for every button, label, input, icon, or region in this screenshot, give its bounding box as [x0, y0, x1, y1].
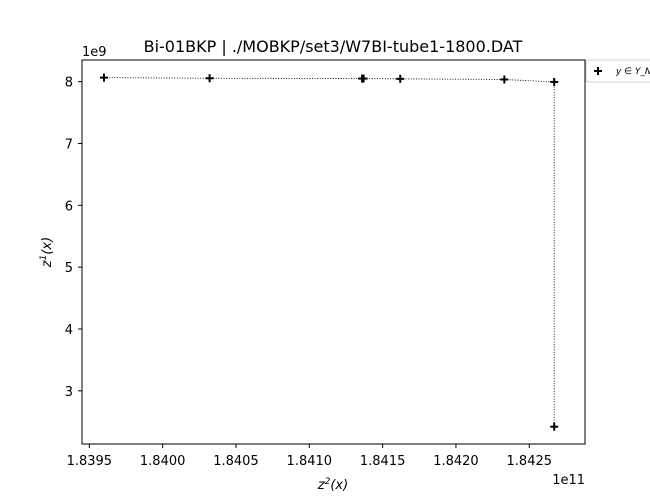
y-tick-label: 7 [65, 137, 73, 152]
y-tick-label: 4 [65, 323, 73, 338]
x-axis-multiplier: 1e11 [552, 473, 585, 488]
data-point [99, 73, 108, 82]
y-tick-label: 8 [65, 76, 73, 91]
y-tick-label: 6 [65, 199, 73, 214]
x-tick-label: 1.8400 [140, 454, 186, 469]
x-tick-label: 1.8405 [213, 454, 259, 469]
data-point [359, 74, 368, 83]
x-tick-label: 1.8415 [360, 454, 406, 469]
series-line [103, 77, 555, 427]
legend-box [585, 59, 650, 83]
axes-frame [81, 59, 586, 445]
y-tick-label: 5 [65, 261, 73, 276]
chart-title: Bi-01BKP | ./MOBKP/set3/W7BI-tube1-1800.… [144, 37, 523, 56]
plot-area [81, 59, 586, 445]
x-tick-label: 1.8410 [287, 454, 333, 469]
x-axis-label: z2(x) [317, 477, 348, 493]
y-axis-multiplier: 1e9 [82, 45, 107, 60]
x-tick-label: 1.8420 [433, 454, 479, 469]
axis-ticks: 1.8395 1.8400 1.8405 1.8410 1.8415 1.8420 1.84… [65, 76, 552, 469]
legend-label: y ∈ Y_N [615, 67, 650, 77]
data-point [205, 74, 214, 83]
legend: y ∈ Y_N [585, 59, 650, 83]
data-point [550, 422, 559, 431]
data-point [500, 75, 509, 84]
y-axis-label: z1(x) [39, 237, 55, 268]
legend-marker-plus-icon [594, 67, 602, 75]
y-tick-label: 3 [65, 385, 73, 400]
x-tick-label: 1.8395 [67, 454, 113, 469]
data-point [550, 77, 559, 86]
data-point [396, 74, 405, 83]
x-tick-label: 1.8425 [507, 454, 553, 469]
